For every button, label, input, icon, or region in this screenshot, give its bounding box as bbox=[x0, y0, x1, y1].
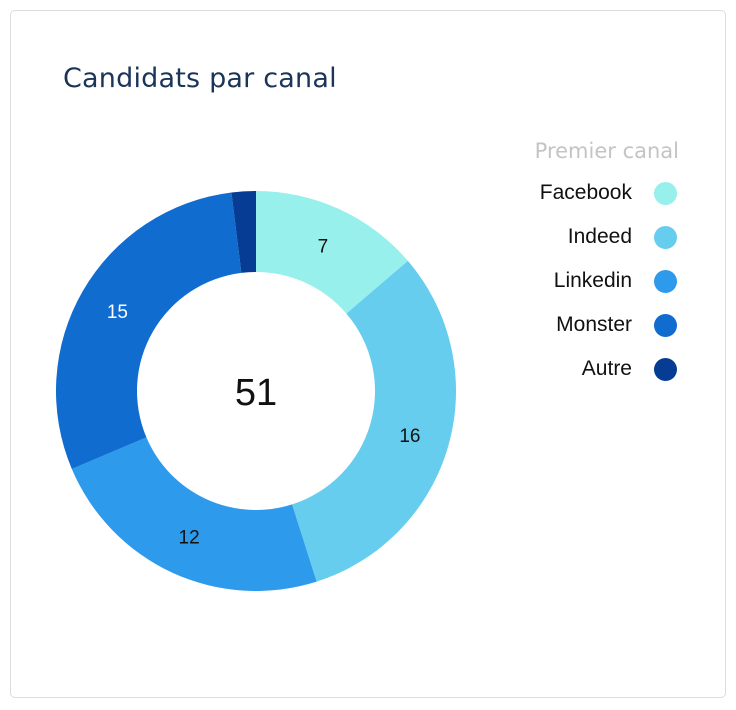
total-label: 51 bbox=[235, 372, 277, 414]
legend-label: Linkedin bbox=[553, 269, 632, 292]
slice-monster[interactable] bbox=[55, 192, 242, 469]
slice-facebook[interactable] bbox=[256, 191, 408, 314]
chart-title: Candidats par canal bbox=[63, 63, 337, 94]
legend-label: Facebook bbox=[539, 181, 632, 204]
slice-linkedin[interactable] bbox=[71, 437, 317, 591]
slice-value-label: 7 bbox=[318, 237, 329, 258]
legend-item-indeed[interactable]: Indeed bbox=[535, 215, 677, 259]
legend-color-dot-icon bbox=[654, 313, 677, 337]
slice-value-label: 16 bbox=[399, 426, 420, 447]
legend-label: Monster bbox=[556, 313, 632, 336]
legend-label: Indeed bbox=[567, 225, 632, 248]
legend-item-autre[interactable]: Autre bbox=[535, 347, 677, 391]
legend-item-linkedin[interactable]: Linkedin bbox=[535, 259, 677, 303]
slice-value-label: 12 bbox=[179, 527, 200, 548]
legend-color-dot-icon bbox=[654, 269, 677, 293]
legend-color-dot-icon bbox=[654, 225, 677, 249]
slice-indeed[interactable] bbox=[292, 260, 456, 582]
legend-color-dot-icon bbox=[654, 181, 677, 205]
legend-item-facebook[interactable]: Facebook bbox=[535, 171, 677, 215]
legend-title: Premier canal bbox=[534, 139, 679, 163]
legend-color-dot-icon bbox=[654, 357, 677, 381]
slice-value-label: 15 bbox=[107, 302, 128, 323]
legend-label: Autre bbox=[581, 357, 632, 380]
slice-autre[interactable] bbox=[231, 191, 256, 273]
legend-item-monster[interactable]: Monster bbox=[535, 303, 677, 347]
legend: Premier canal Facebook Indeed Linkedin Mons… bbox=[534, 139, 679, 391]
